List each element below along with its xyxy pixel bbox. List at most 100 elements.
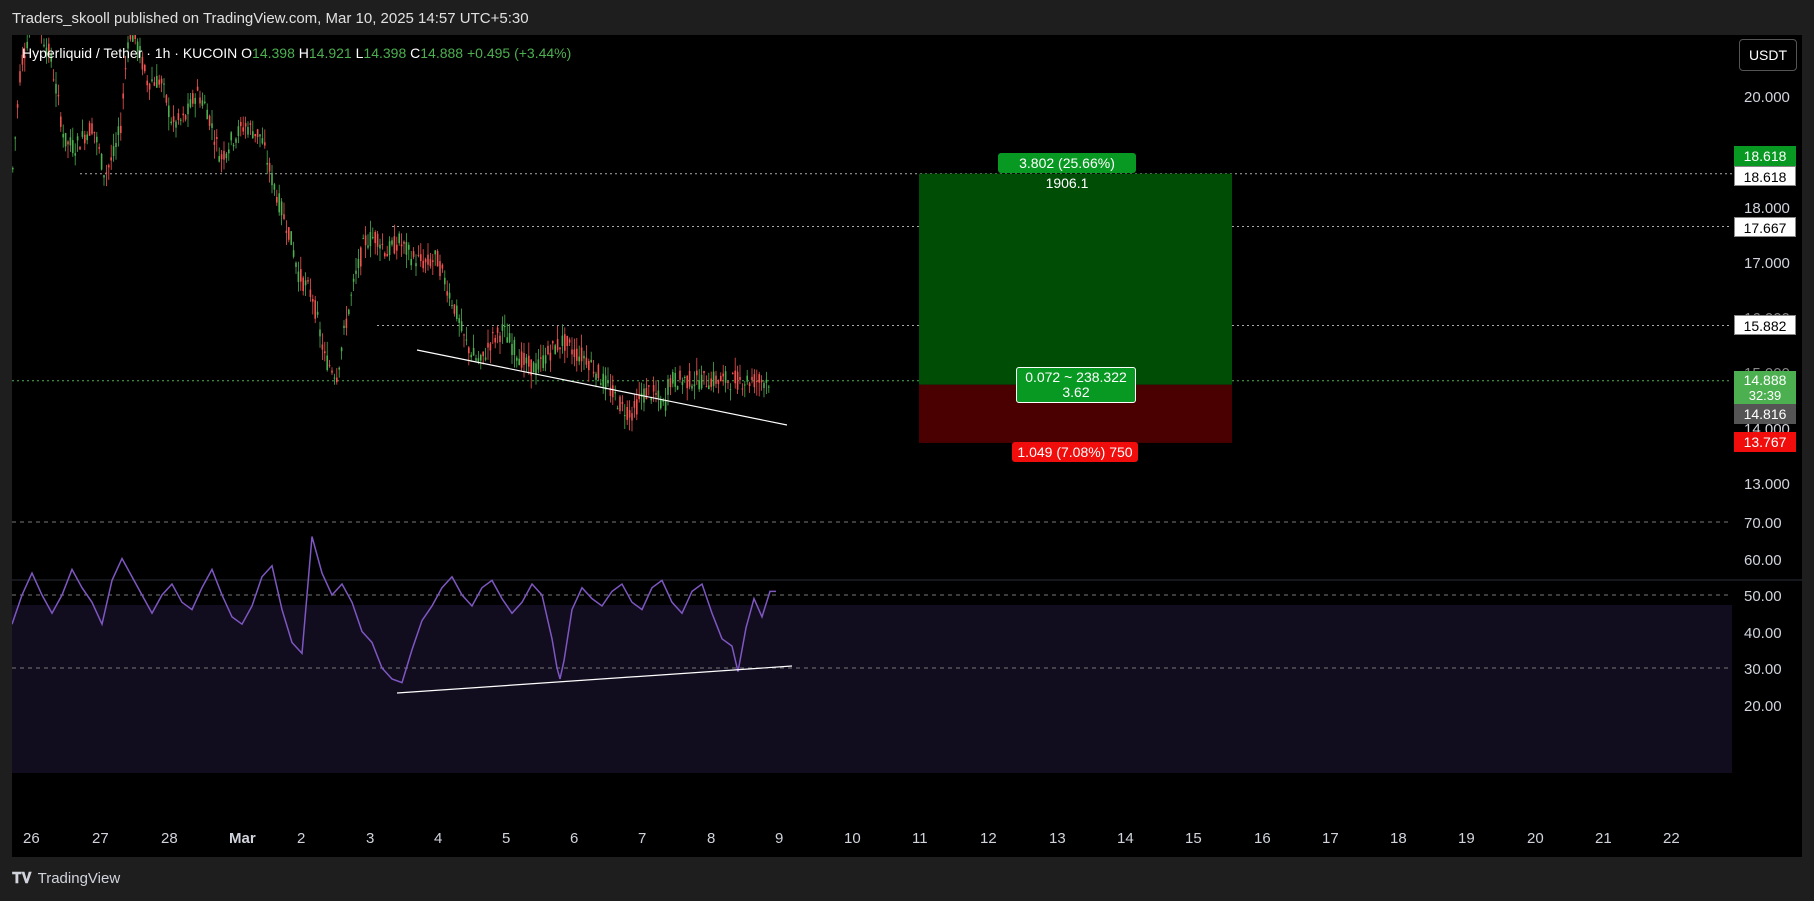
- candle-body: [633, 400, 636, 408]
- candle-body: [57, 95, 60, 97]
- candle-body: [657, 390, 660, 398]
- candle-body: [720, 375, 722, 382]
- candle-body: [508, 333, 511, 343]
- rsi-support-trendline: [396, 665, 793, 694]
- candle-body: [268, 162, 271, 172]
- candle-body: [86, 134, 88, 141]
- candle-body: [408, 244, 410, 250]
- candle-body: [26, 41, 28, 49]
- candle-body: [254, 133, 256, 137]
- candle-body: [564, 334, 566, 351]
- bar-countdown: 32:39: [1748, 388, 1782, 403]
- candle-body: [132, 35, 134, 42]
- candle-body: [266, 162, 268, 165]
- candle-body: [624, 415, 626, 417]
- footer[interactable]: 𝐓𝐕 TradingView: [12, 870, 120, 887]
- candle-body: [242, 127, 244, 132]
- candle-body: [218, 156, 220, 162]
- candle-body: [288, 227, 290, 240]
- candle-body: [542, 355, 544, 369]
- candle-body: [475, 358, 477, 361]
- candle-body: [62, 133, 64, 138]
- candle-body: [201, 100, 204, 106]
- candle-body: [568, 339, 571, 343]
- candle-body: [403, 241, 405, 244]
- candle-body: [674, 372, 676, 387]
- candle-body: [216, 137, 218, 139]
- rsi-axis-label: 20.00: [1744, 698, 1782, 715]
- candle-body: [230, 132, 232, 141]
- candle-body: [472, 347, 475, 356]
- last-price-value: 14.888: [1743, 372, 1787, 388]
- candle-body: [638, 394, 640, 400]
- candle-body: [304, 280, 307, 286]
- candle-body: [127, 42, 129, 49]
- candle-body: [376, 233, 379, 247]
- candle-body: [669, 378, 672, 388]
- price-axis-label: 18.000: [1744, 200, 1790, 217]
- candle-body: [374, 231, 376, 244]
- candle-body: [187, 103, 189, 115]
- candle-body: [93, 131, 96, 134]
- rsi-axis-label: 70.00: [1744, 515, 1782, 532]
- candle-body: [19, 71, 21, 83]
- candle-body: [763, 383, 765, 389]
- rsi-band: [12, 605, 1732, 773]
- candle-body: [537, 359, 540, 370]
- candle-body: [520, 351, 523, 368]
- candle-body: [333, 377, 336, 379]
- high-value: 14.921: [308, 45, 352, 61]
- time-axis-label: 8: [707, 830, 716, 847]
- candle-body: [297, 271, 300, 282]
- price-level-lines: [12, 173, 1732, 382]
- time-axis-label: Mar: [229, 830, 256, 847]
- candle-body: [122, 93, 124, 99]
- price-axis-label: 17.000: [1744, 255, 1790, 272]
- candle-body: [636, 399, 638, 415]
- currency-button[interactable]: USDT: [1739, 39, 1797, 71]
- candle-body: [112, 146, 115, 156]
- candle-body: [228, 149, 230, 154]
- candle-body: [751, 376, 753, 380]
- candle-body: [715, 375, 717, 384]
- candle-body: [576, 348, 578, 361]
- candle-body: [748, 383, 751, 387]
- candle-body: [712, 371, 715, 387]
- candle-body: [139, 46, 141, 58]
- candle-body: [340, 347, 343, 352]
- candle-body: [739, 377, 741, 380]
- candle-body: [60, 116, 62, 127]
- candle-body: [729, 389, 732, 391]
- time-axis-label: 18: [1390, 830, 1407, 847]
- candle-body: [432, 260, 434, 262]
- candle-body: [184, 115, 187, 120]
- level-price-tag: 15.882: [1734, 315, 1796, 335]
- candle-body: [528, 355, 530, 367]
- entry-label[interactable]: 0.072 ~ 238.322 3.62: [1016, 367, 1136, 403]
- profit-target-label[interactable]: 3.802 (25.66%) 1906.1: [998, 153, 1136, 191]
- time-axis-label: 6: [570, 830, 579, 847]
- candle-body: [580, 347, 583, 362]
- candle-body: [64, 132, 67, 147]
- symbol-info-bar[interactable]: Hyperliquid / Tether · 1h · KUCOIN O14.3…: [22, 45, 571, 61]
- high-label: H: [298, 45, 309, 61]
- candle-body: [400, 244, 403, 247]
- candle-body: [208, 115, 211, 126]
- chart-pane[interactable]: Hyperliquid / Tether · 1h · KUCOIN O14.3…: [12, 35, 1802, 857]
- candle-body: [398, 233, 400, 244]
- symbol-title[interactable]: Hyperliquid / Tether · 1h · KUCOIN: [22, 45, 238, 61]
- candle-body: [384, 253, 386, 257]
- tradingview-logo-icon: 𝐓𝐕: [12, 870, 32, 887]
- time-axis-label: 15: [1185, 830, 1202, 847]
- candle-body: [724, 371, 727, 383]
- candle-body: [196, 86, 199, 91]
- candle-body: [448, 292, 451, 299]
- stop-loss-label[interactable]: 1.049 (7.08%) 750: [1012, 442, 1138, 462]
- candle-body: [708, 385, 710, 390]
- price-chart-svg[interactable]: [12, 35, 1802, 857]
- time-axis-label: 21: [1595, 830, 1612, 847]
- candle-body: [153, 82, 156, 86]
- time-axis-label: 16: [1254, 830, 1271, 847]
- candle-body: [273, 184, 276, 190]
- candle-body: [693, 384, 696, 387]
